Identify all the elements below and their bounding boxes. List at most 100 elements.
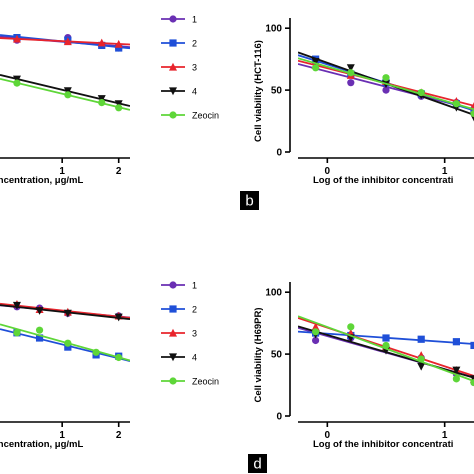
data-point-Zeocin — [35, 326, 44, 334]
data-point-4 — [346, 64, 355, 73]
y-tick-label: 100 — [265, 24, 282, 35]
legend-marker — [169, 87, 177, 96]
data-point-2 — [35, 334, 44, 342]
data-point-Zeocin — [115, 104, 123, 112]
legend-label: 3 — [192, 63, 197, 73]
data-point-2 — [452, 338, 460, 346]
x-axis-title: Log of the inhibitor concentrati — [313, 175, 453, 186]
x-axis-title: Log of the inhibitor concentrati — [313, 439, 453, 450]
data-point-3 — [63, 37, 72, 46]
data-point-Zeocin — [417, 88, 425, 97]
x-tick-label: 1 — [442, 430, 448, 441]
series-line-4 — [0, 304, 130, 321]
data-point-4 — [63, 87, 72, 96]
data-point-1 — [382, 86, 390, 94]
legend-bottom: 1 2 3 4 Zeocin — [161, 281, 219, 387]
series-Zeocin — [0, 77, 130, 112]
series-Zeocin — [0, 323, 130, 362]
data-point-Zeocin — [382, 74, 390, 82]
x-tick-label: 2 — [116, 166, 122, 177]
panel-letter-d: d — [248, 454, 267, 473]
panel-letter-d-text: d — [253, 456, 261, 473]
data-point-Zeocin — [115, 353, 123, 362]
data-point-1 — [347, 79, 355, 87]
y-tick-label: 50 — [271, 86, 283, 97]
panel-letter-b-text: b — [245, 193, 253, 210]
legend-item-Zeocin: Zeocin — [161, 377, 219, 387]
data-point-Zeocin — [312, 64, 320, 72]
x-tick-label: 1 — [59, 166, 65, 177]
data-point-Zeocin — [64, 339, 72, 347]
legend-label: 2 — [192, 305, 197, 315]
legend-marker — [169, 281, 177, 289]
panel-letter-b: b — [240, 191, 259, 210]
data-point-1 — [312, 336, 320, 345]
data-point-4 — [114, 100, 123, 109]
data-point-Zeocin — [347, 323, 355, 331]
legend-label: 4 — [192, 87, 197, 97]
x-tick-label: 0 — [325, 166, 331, 177]
legend-label: 1 — [192, 15, 197, 25]
y-tick-label: 100 — [265, 288, 282, 299]
data-point-Zeocin — [98, 99, 106, 107]
series-Zeocin — [298, 57, 474, 118]
legend-item-1: 1 — [161, 281, 197, 291]
legend-marker — [169, 328, 177, 337]
legend-item-2: 2 — [161, 305, 197, 315]
y-axis-title: Cell viability (H69PR) — [253, 307, 264, 402]
series-4 — [0, 74, 130, 109]
legend-item-1: 1 — [161, 15, 197, 25]
legend-item-3: 3 — [161, 63, 197, 73]
data-point-4 — [417, 362, 426, 371]
data-point-Zeocin — [64, 91, 72, 99]
legend-item-4: 4 — [161, 87, 197, 97]
data-point-Zeocin — [92, 348, 100, 356]
series-line-Zeocin — [298, 57, 474, 111]
series-line-3 — [0, 37, 130, 46]
y-tick-label: 0 — [276, 412, 282, 423]
data-point-Zeocin — [452, 100, 460, 108]
series-3 — [0, 34, 130, 48]
data-point-2 — [470, 341, 474, 350]
data-point-Zeocin — [347, 69, 355, 77]
x-tick-label: 1 — [59, 430, 65, 441]
y-axis-title: Cell viability (HCT-116) — [253, 40, 264, 142]
legend-item-3: 3 — [161, 329, 197, 339]
series-line-4 — [0, 74, 130, 107]
data-point-2 — [417, 335, 425, 343]
data-point-3 — [114, 39, 123, 48]
data-point-Zeocin — [312, 328, 320, 336]
data-point-4 — [63, 309, 72, 318]
data-point-2 — [382, 334, 390, 342]
legend-marker — [169, 377, 177, 385]
data-point-Zeocin — [417, 355, 425, 363]
legend-label: 4 — [192, 353, 197, 363]
data-point-Zeocin — [13, 329, 21, 337]
series-4 — [0, 301, 130, 322]
x-axis-title: oncentration, μg/mL — [0, 439, 84, 450]
legend-item-4: 4 — [161, 353, 197, 363]
x-axis-title: oncentration, μg/mL — [0, 175, 84, 186]
chart-panel-c: 1 2 oncentration, μg/mL — [0, 300, 130, 450]
legend-label: 3 — [192, 329, 197, 339]
legend-item-Zeocin: Zeocin — [161, 111, 219, 121]
data-point-Zeocin — [470, 378, 474, 387]
y-tick-label: 50 — [271, 350, 283, 361]
data-point-4 — [452, 366, 461, 375]
data-point-4 — [114, 313, 123, 322]
legend-marker — [169, 111, 177, 119]
series-Zeocin — [298, 315, 474, 387]
x-tick-label: 2 — [116, 430, 122, 441]
data-point-Zeocin — [452, 375, 460, 383]
legend-label: 1 — [192, 281, 197, 291]
legend-item-2: 2 — [161, 39, 197, 49]
data-point-2 — [115, 44, 123, 52]
legend-marker — [169, 39, 177, 47]
legend-marker — [169, 305, 177, 313]
data-point-4 — [12, 301, 21, 310]
chart-panel-a: 1 2 oncentration, μg/mL — [0, 34, 130, 186]
legend-label: Zeocin — [192, 111, 219, 121]
